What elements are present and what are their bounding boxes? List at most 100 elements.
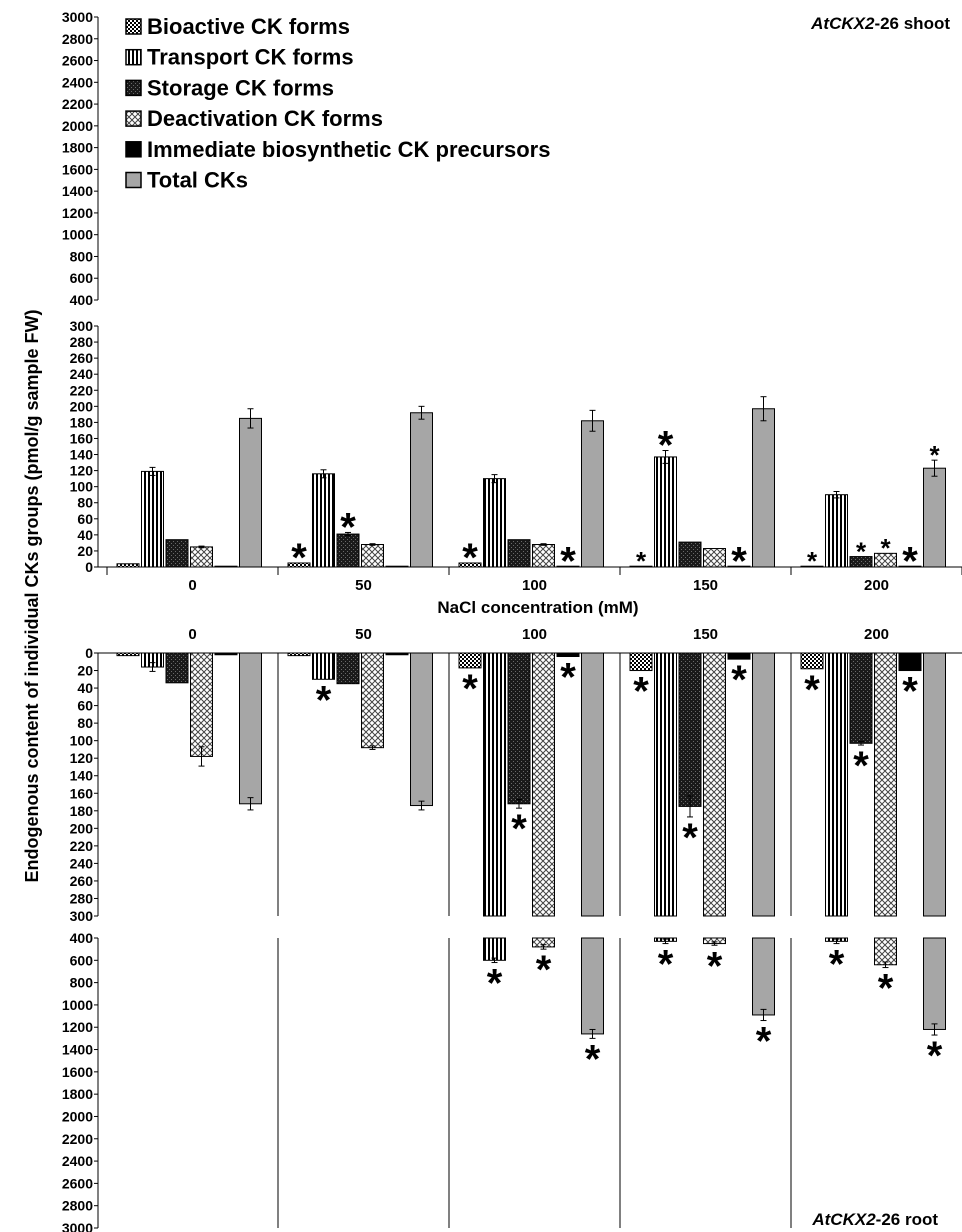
root-upper-axis-tick-label: 0	[85, 645, 93, 661]
shoot-bar	[410, 412, 433, 568]
root-upper-axis-tick-label: 240	[70, 855, 94, 871]
shoot-significance-star: *	[340, 506, 356, 550]
root-category-label: 0	[188, 626, 196, 643]
shoot-bar	[312, 473, 335, 568]
shoot-upper-axis-tick-label: 2200	[62, 96, 93, 112]
chart-marks: 0050501001001501502002003000280026002400…	[62, 9, 962, 1232]
shoot-category-label: 200	[864, 577, 889, 594]
shoot-bar	[483, 478, 506, 568]
root-title: AtCKX2-26 root	[811, 1210, 938, 1229]
root-bar	[239, 652, 262, 805]
shoot-bar	[116, 563, 140, 568]
shoot-bar	[874, 552, 897, 568]
shoot-bar	[898, 565, 922, 568]
legend-entry-label: Immediate biosynthetic CK precursors	[147, 137, 550, 162]
root-bar	[116, 652, 140, 657]
root-lower-axis-tick-label: 1200	[62, 1019, 93, 1035]
root-upper-axis-tick-label: 120	[70, 750, 94, 766]
root-upper-axis-tick-label: 260	[70, 873, 94, 889]
root-category-label: 50	[355, 626, 372, 643]
shoot-upper-axis-tick-label: 1600	[62, 161, 93, 177]
root-upper-axis-tick-label: 20	[77, 663, 93, 679]
shoot-upper-axis-tick-label: 2800	[62, 31, 93, 47]
shoot-category-label: 50	[355, 577, 372, 594]
shoot-bar	[141, 470, 164, 568]
shoot-lower-axis-tick-label: 20	[77, 543, 93, 559]
root-bar	[532, 652, 555, 917]
root-lower-axis-tick-label: 1600	[62, 1064, 93, 1080]
shoot-lower-axis-tick-label: 280	[70, 334, 94, 350]
root-upper-axis-tick-label: 200	[70, 820, 94, 836]
root-significance-star: *	[487, 962, 503, 1006]
root-significance-star: *	[707, 944, 723, 988]
shoot-significance-star: *	[807, 546, 818, 576]
root-lower-axis-tick-label: 600	[70, 952, 94, 968]
shoot-title: AtCKX2-26 shoot	[810, 14, 950, 33]
root-bar	[654, 652, 677, 917]
root-lower-axis-tick-label: 2000	[62, 1108, 93, 1124]
shoot-bar	[752, 408, 775, 568]
root-bar	[165, 652, 189, 684]
shoot-significance-star: *	[731, 539, 747, 583]
root-significance-star: *	[462, 667, 478, 711]
root-lower-axis-tick-label: 800	[70, 975, 94, 991]
shoot-bar	[800, 565, 824, 568]
root-bar	[800, 652, 824, 670]
root-significance-star: *	[829, 943, 845, 987]
root-lower-axis-tick-label: 3000	[62, 1220, 93, 1232]
root-significance-star: *	[804, 668, 820, 712]
root-significance-star: *	[511, 807, 527, 851]
shoot-bar	[214, 565, 238, 568]
root-significance-star: *	[902, 670, 918, 714]
shoot-upper-axis-tick-label: 2600	[62, 53, 93, 69]
shoot-bar	[239, 417, 262, 568]
shoot-bar	[581, 420, 604, 568]
shoot-lower-axis-tick-label: 160	[70, 430, 94, 446]
shoot-bar	[165, 539, 189, 568]
shoot-significance-star: *	[658, 424, 674, 468]
root-bar	[678, 652, 702, 807]
root-upper-axis-tick-label: 280	[70, 890, 94, 906]
shoot-bar	[556, 565, 580, 568]
root-bar-lower	[483, 937, 506, 961]
shoot-significance-star: *	[929, 440, 940, 470]
root-bar	[458, 652, 482, 669]
root-bar-lower	[581, 937, 604, 1035]
root-significance-star: *	[853, 744, 869, 788]
shoot-significance-star: *	[856, 536, 867, 566]
shoot-significance-star: *	[636, 546, 647, 576]
shoot-upper-axis-tick-label: 600	[70, 270, 94, 286]
root-significance-star: *	[878, 967, 894, 1011]
root-upper-axis-tick-label: 220	[70, 838, 94, 854]
legend: Bioactive CK forms Transport CK forms Stor…	[125, 14, 550, 193]
root-bar	[336, 652, 360, 685]
x-axis-title: NaCl concentration (mM)	[437, 598, 638, 617]
shoot-lower-axis-tick-label: 120	[70, 463, 94, 479]
legend-entry-label: Deactivation CK forms	[147, 106, 383, 131]
root-upper-axis-tick-label: 140	[70, 768, 94, 784]
root-bar	[410, 652, 433, 807]
root-lower-axis-tick-label: 2200	[62, 1131, 93, 1147]
shoot-bar	[385, 565, 409, 568]
shoot-lower-axis-tick-label: 40	[77, 527, 93, 543]
legend-swatch	[125, 171, 142, 189]
shoot-upper-axis-tick-label: 1000	[62, 227, 93, 243]
root-category-label: 150	[693, 626, 718, 643]
root-bar	[923, 652, 946, 917]
shoot-lower-axis-tick-label: 80	[77, 495, 93, 511]
root-bar	[874, 652, 897, 917]
root-upper-axis-tick-label: 300	[70, 908, 94, 924]
shoot-upper-axis-tick-label: 1200	[62, 205, 93, 221]
root-significance-star: *	[927, 1034, 943, 1078]
root-lower-axis-tick-label: 2400	[62, 1153, 93, 1169]
y-axis-title: Endogenous content of individual CKs gro…	[22, 310, 42, 883]
shoot-bar	[923, 467, 946, 568]
root-upper-axis-tick-label: 80	[77, 715, 93, 731]
shoot-significance-star: *	[462, 536, 478, 580]
shoot-significance-star: *	[902, 539, 918, 583]
shoot-bar	[703, 548, 726, 568]
root-bar	[898, 652, 922, 672]
root-bar	[214, 652, 238, 656]
shoot-bar	[361, 544, 384, 568]
shoot-bar	[458, 562, 482, 568]
